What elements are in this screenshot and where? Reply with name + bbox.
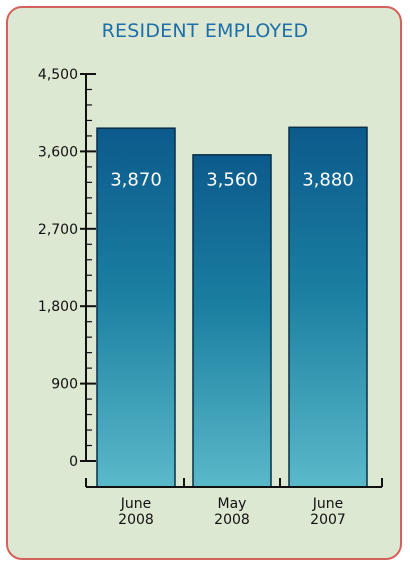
x-tick-label: June bbox=[120, 496, 152, 512]
y-tick-label: 1,800 bbox=[38, 299, 78, 315]
y-tick-label: 2,700 bbox=[38, 222, 78, 238]
x-tick-label: June bbox=[312, 496, 344, 512]
x-tick-label: 2007 bbox=[310, 512, 346, 528]
y-tick-label: 3,600 bbox=[38, 144, 78, 160]
x-tick-label: 2008 bbox=[118, 512, 154, 528]
bar-value-label: 3,880 bbox=[302, 169, 354, 190]
bar bbox=[288, 126, 368, 488]
bar-value-label: 3,870 bbox=[110, 169, 162, 190]
y-tick-label: 0 bbox=[69, 454, 78, 470]
bar-value-label: 3,560 bbox=[206, 169, 258, 190]
bar bbox=[192, 154, 272, 488]
y-tick-label: 900 bbox=[51, 377, 78, 393]
x-tick-label: 2008 bbox=[214, 512, 250, 528]
y-tick-label: 4,500 bbox=[38, 67, 78, 83]
x-tick-label: May bbox=[218, 496, 247, 512]
chart-title: RESIDENT EMPLOYED bbox=[101, 20, 309, 42]
